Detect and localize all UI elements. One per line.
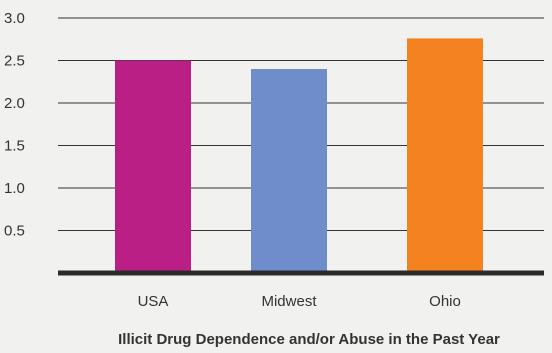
bar-usa [115,60,191,273]
y-tick-label: 2.0 [4,95,25,112]
category-label-ohio: Ohio [429,293,461,310]
y-tick-label: 0.5 [4,223,25,240]
bar-ohio [407,38,483,274]
category-label-midwest: Midwest [261,293,317,310]
category-labels: USA Midwest Ohio [138,293,461,310]
bar-midwest [251,69,327,273]
y-tick-label: 1.0 [4,180,25,197]
chart-caption: Illicit Drug Dependence and/or Abuse in … [118,331,500,348]
y-tick-label: 1.5 [4,138,25,155]
bars [115,38,483,274]
y-axis-tick-labels: 0.5 1.0 1.5 2.0 2.5 3.0 [4,10,25,240]
category-label-usa: USA [138,293,169,310]
y-tick-label: 2.5 [4,53,25,70]
y-tick-label: 3.0 [4,10,25,27]
